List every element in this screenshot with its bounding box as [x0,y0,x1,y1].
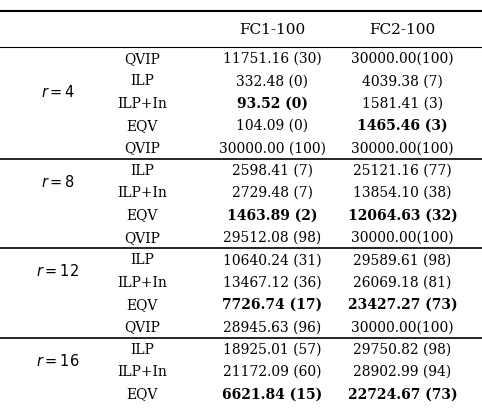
Text: 13467.12 (36): 13467.12 (36) [223,275,321,289]
Text: 29589.61 (98): 29589.61 (98) [353,253,452,267]
Text: 21172.09 (60): 21172.09 (60) [223,364,321,378]
Text: 29750.82 (98): 29750.82 (98) [353,342,452,356]
Text: EQV: EQV [126,119,158,133]
Text: 30000.00(100): 30000.00(100) [351,52,454,66]
Text: 10640.24 (31): 10640.24 (31) [223,253,321,267]
Text: EQV: EQV [126,297,158,311]
Text: QVIP: QVIP [124,141,160,155]
Text: 1465.46 (3): 1465.46 (3) [357,119,448,133]
Text: ILP+In: ILP+In [117,364,167,378]
Text: 1463.89 (2): 1463.89 (2) [227,208,318,222]
Text: ILP: ILP [130,342,154,356]
Text: 2729.48 (7): 2729.48 (7) [232,185,313,199]
Text: 28902.99 (94): 28902.99 (94) [353,364,452,378]
Text: 2598.41 (7): 2598.41 (7) [232,163,313,177]
Text: 18925.01 (57): 18925.01 (57) [223,342,321,356]
Text: EQV: EQV [126,208,158,222]
Text: ILP: ILP [130,74,154,88]
Text: 7726.74 (17): 7726.74 (17) [222,297,322,311]
Text: 93.52 (0): 93.52 (0) [237,96,308,110]
Text: QVIP: QVIP [124,320,160,334]
Text: 332.48 (0): 332.48 (0) [236,74,308,88]
Text: QVIP: QVIP [124,230,160,244]
Text: 30000.00 (100): 30000.00 (100) [219,141,326,155]
Text: $r = 16$: $r = 16$ [36,352,80,368]
Text: $r = 4$: $r = 4$ [40,84,75,100]
Text: ILP: ILP [130,163,154,177]
Text: 29512.08 (98): 29512.08 (98) [223,230,321,244]
Text: 11751.16 (30): 11751.16 (30) [223,52,321,66]
Text: QVIP: QVIP [124,52,160,66]
Text: ILP+In: ILP+In [117,185,167,199]
Text: EQV: EQV [126,387,158,401]
Text: 26069.18 (81): 26069.18 (81) [353,275,452,289]
Text: 1581.41 (3): 1581.41 (3) [362,96,443,110]
Text: 22724.67 (73): 22724.67 (73) [348,387,457,401]
Text: 30000.00(100): 30000.00(100) [351,141,454,155]
Text: ILP+In: ILP+In [117,96,167,110]
Text: 25121.16 (77): 25121.16 (77) [353,163,452,177]
Text: 23427.27 (73): 23427.27 (73) [348,297,457,311]
Text: 30000.00(100): 30000.00(100) [351,320,454,334]
Text: 12064.63 (32): 12064.63 (32) [348,208,457,222]
Text: $r = 8$: $r = 8$ [40,173,75,190]
Text: FC1-100: FC1-100 [239,23,306,37]
Text: 28945.63 (96): 28945.63 (96) [223,320,321,334]
Text: 6621.84 (15): 6621.84 (15) [222,387,322,401]
Text: 4039.38 (7): 4039.38 (7) [362,74,443,88]
Text: ILP+In: ILP+In [117,275,167,289]
Text: ILP: ILP [130,253,154,267]
Text: 13854.10 (38): 13854.10 (38) [353,185,452,199]
Text: $r = 12$: $r = 12$ [36,263,80,279]
Text: FC2-100: FC2-100 [369,23,436,37]
Text: 30000.00(100): 30000.00(100) [351,230,454,244]
Text: 104.09 (0): 104.09 (0) [236,119,308,133]
